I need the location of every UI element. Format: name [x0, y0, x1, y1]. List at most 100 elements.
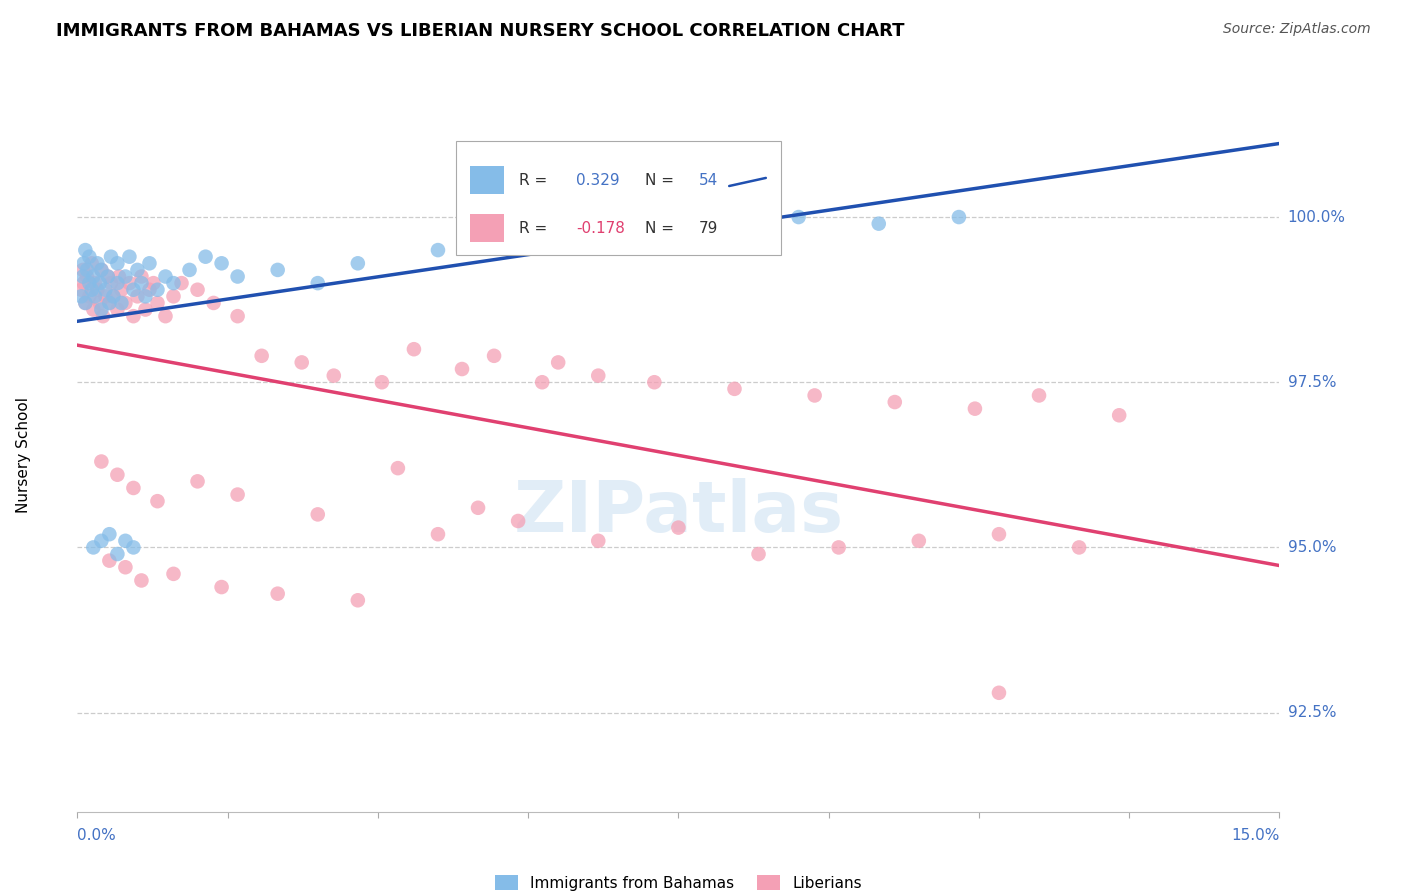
Point: [787, 210, 810, 224]
Point: [134, 289, 156, 303]
Text: R =: R =: [519, 173, 551, 188]
Point: [73, 276, 96, 290]
Point: [76, 263, 98, 277]
Point: [346, 593, 368, 607]
Point: [114, 533, 136, 548]
Point: [107, 547, 129, 561]
Point: [134, 302, 156, 317]
Point: [127, 263, 149, 277]
Point: [948, 210, 970, 224]
Text: Nursery School: Nursery School: [15, 397, 31, 513]
Text: ZIPatlas: ZIPatlas: [513, 477, 844, 547]
Point: [211, 256, 233, 270]
Point: [80, 256, 103, 270]
Point: [142, 276, 165, 290]
Point: [107, 302, 129, 317]
Point: [451, 362, 474, 376]
Point: [138, 283, 160, 297]
Point: [194, 250, 217, 264]
Point: [122, 541, 145, 555]
Point: [131, 276, 153, 290]
Point: [588, 533, 610, 548]
Text: -0.178: -0.178: [576, 221, 626, 236]
Point: [1108, 409, 1130, 423]
Point: [75, 296, 97, 310]
Point: [291, 355, 314, 369]
Point: [84, 276, 107, 290]
Point: [508, 236, 530, 251]
Text: Source: ZipAtlas.com: Source: ZipAtlas.com: [1223, 22, 1371, 37]
Point: [371, 376, 394, 390]
Point: [162, 289, 184, 303]
Point: [307, 276, 329, 290]
Point: [90, 263, 112, 277]
Point: [963, 401, 986, 416]
FancyBboxPatch shape: [471, 214, 505, 243]
Text: 92.5%: 92.5%: [1288, 705, 1336, 720]
Point: [226, 309, 249, 323]
Point: [107, 256, 129, 270]
Point: [387, 461, 409, 475]
Point: [114, 296, 136, 310]
Point: [82, 269, 104, 284]
Point: [110, 296, 132, 310]
Point: [103, 289, 125, 303]
Point: [211, 580, 233, 594]
Point: [98, 554, 121, 568]
Point: [267, 587, 290, 601]
Point: [131, 574, 153, 588]
Point: [146, 296, 169, 310]
Point: [155, 269, 177, 284]
Text: N =: N =: [645, 221, 679, 236]
Point: [122, 283, 145, 297]
Text: 79: 79: [699, 221, 718, 236]
Text: IMMIGRANTS FROM BAHAMAS VS LIBERIAN NURSERY SCHOOL CORRELATION CHART: IMMIGRANTS FROM BAHAMAS VS LIBERIAN NURS…: [56, 22, 904, 40]
Point: [122, 481, 145, 495]
Point: [427, 243, 450, 257]
Point: [75, 243, 97, 257]
Point: [72, 269, 94, 284]
Point: [94, 283, 117, 297]
Point: [107, 276, 129, 290]
Point: [723, 382, 745, 396]
Point: [80, 283, 103, 297]
Point: [988, 527, 1011, 541]
Point: [828, 541, 851, 555]
Point: [162, 276, 184, 290]
Point: [155, 309, 177, 323]
Point: [79, 250, 101, 264]
Point: [668, 520, 690, 534]
Point: [98, 296, 121, 310]
Point: [97, 269, 120, 284]
Point: [94, 289, 117, 303]
Point: [138, 256, 160, 270]
Point: [90, 533, 112, 548]
Point: [346, 256, 368, 270]
Text: 0.0%: 0.0%: [77, 829, 117, 843]
Point: [82, 541, 104, 555]
Point: [107, 467, 129, 482]
Point: [226, 269, 249, 284]
Point: [90, 263, 112, 277]
Text: N =: N =: [645, 173, 679, 188]
Point: [98, 527, 121, 541]
Point: [84, 289, 107, 303]
Point: [97, 269, 120, 284]
Point: [98, 296, 121, 310]
Point: [588, 368, 610, 383]
Point: [988, 686, 1011, 700]
Point: [86, 256, 108, 270]
Point: [170, 276, 193, 290]
Point: [508, 514, 530, 528]
Point: [72, 263, 94, 277]
Point: [267, 263, 290, 277]
Point: [131, 269, 153, 284]
Point: [90, 302, 112, 317]
Point: [114, 560, 136, 574]
Point: [146, 283, 169, 297]
Text: 54: 54: [699, 173, 718, 188]
Point: [250, 349, 273, 363]
Point: [803, 388, 825, 402]
Text: 97.5%: 97.5%: [1288, 375, 1336, 390]
FancyBboxPatch shape: [471, 166, 505, 194]
